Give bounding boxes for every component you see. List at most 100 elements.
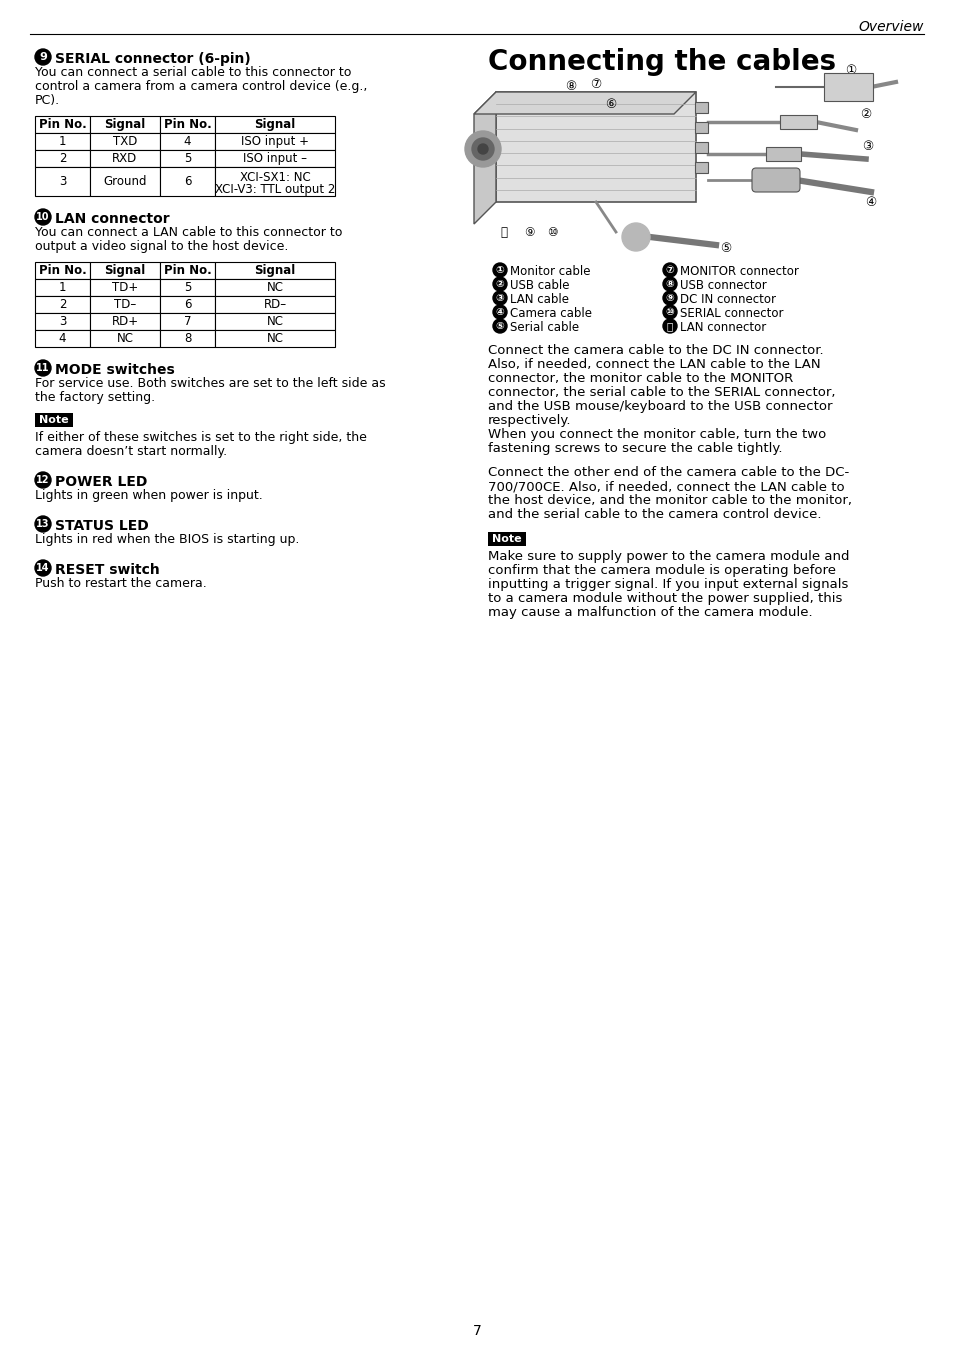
FancyBboxPatch shape [160, 262, 214, 280]
FancyBboxPatch shape [695, 162, 708, 173]
Text: Make sure to supply power to the camera module and: Make sure to supply power to the camera … [488, 550, 848, 563]
Text: Pin No.: Pin No. [38, 118, 87, 131]
Text: Pin No.: Pin No. [164, 263, 212, 277]
Text: control a camera from a camera control device (e.g.,: control a camera from a camera control d… [35, 80, 367, 93]
Text: RXD: RXD [112, 153, 137, 165]
Text: 10: 10 [36, 212, 50, 222]
FancyBboxPatch shape [160, 132, 214, 150]
FancyBboxPatch shape [90, 150, 160, 168]
Text: 13: 13 [36, 519, 50, 530]
Circle shape [662, 277, 677, 290]
Text: 700/700CE. Also, if needed, connect the LAN cable to: 700/700CE. Also, if needed, connect the … [488, 480, 843, 493]
Text: STATUS LED: STATUS LED [55, 519, 149, 534]
Text: TXD: TXD [112, 135, 137, 149]
Text: You can connect a serial cable to this connector to: You can connect a serial cable to this c… [35, 66, 351, 78]
Text: Pin No.: Pin No. [38, 263, 87, 277]
FancyBboxPatch shape [695, 101, 708, 112]
Text: ISO input –: ISO input – [243, 153, 307, 165]
FancyBboxPatch shape [496, 92, 696, 203]
Text: ②: ② [860, 108, 871, 120]
Text: 3: 3 [59, 176, 66, 188]
FancyBboxPatch shape [695, 122, 708, 132]
FancyBboxPatch shape [160, 116, 214, 132]
Text: SERIAL connector (6-pin): SERIAL connector (6-pin) [55, 51, 251, 66]
FancyBboxPatch shape [214, 168, 335, 196]
FancyBboxPatch shape [695, 142, 708, 153]
Text: NC: NC [116, 332, 133, 345]
Text: PC).: PC). [35, 95, 60, 107]
Text: TD+: TD+ [112, 281, 138, 295]
Text: Lights in green when power is input.: Lights in green when power is input. [35, 489, 262, 503]
Text: ⑧: ⑧ [665, 280, 674, 289]
Text: ⑩: ⑩ [546, 226, 557, 239]
Text: Lights in red when the BIOS is starting up.: Lights in red when the BIOS is starting … [35, 534, 299, 546]
FancyBboxPatch shape [823, 73, 872, 101]
Text: ①: ① [496, 265, 504, 276]
Text: TD–: TD– [113, 299, 136, 311]
Text: LAN connector: LAN connector [679, 322, 765, 334]
Text: Signal: Signal [104, 263, 146, 277]
Text: USB connector: USB connector [679, 280, 766, 292]
Text: confirm that the camera module is operating before: confirm that the camera module is operat… [488, 563, 835, 577]
Text: Also, if needed, connect the LAN cable to the LAN: Also, if needed, connect the LAN cable t… [488, 358, 820, 372]
Text: NC: NC [266, 332, 283, 345]
FancyBboxPatch shape [780, 115, 816, 128]
FancyBboxPatch shape [35, 413, 73, 427]
Text: ④: ④ [496, 307, 504, 317]
FancyBboxPatch shape [35, 132, 90, 150]
Text: LAN connector: LAN connector [55, 212, 170, 226]
Text: SERIAL connector: SERIAL connector [679, 307, 782, 320]
Text: 12: 12 [36, 476, 50, 485]
Text: ⑦: ⑦ [665, 265, 674, 276]
Text: connector, the serial cable to the SERIAL connector,: connector, the serial cable to the SERIA… [488, 386, 835, 399]
Text: ③: ③ [862, 139, 873, 153]
FancyBboxPatch shape [35, 330, 90, 347]
Text: For service use. Both switches are set to the left side as: For service use. Both switches are set t… [35, 377, 385, 390]
FancyBboxPatch shape [90, 296, 160, 313]
Circle shape [35, 516, 51, 532]
Circle shape [35, 209, 51, 226]
Text: the factory setting.: the factory setting. [35, 390, 155, 404]
Text: ⑦: ⑦ [590, 77, 601, 91]
Text: Connecting the cables: Connecting the cables [488, 49, 835, 76]
Text: and the serial cable to the camera control device.: and the serial cable to the camera contr… [488, 508, 821, 521]
Text: ①: ① [844, 63, 856, 77]
Text: connector, the monitor cable to the MONITOR: connector, the monitor cable to the MONI… [488, 372, 792, 385]
Text: Monitor cable: Monitor cable [510, 265, 590, 278]
Text: DC IN connector: DC IN connector [679, 293, 775, 305]
Polygon shape [765, 147, 801, 161]
Circle shape [662, 319, 677, 332]
FancyBboxPatch shape [35, 262, 90, 280]
Circle shape [35, 471, 51, 488]
Text: Connect the other end of the camera cable to the DC-: Connect the other end of the camera cabl… [488, 466, 848, 480]
FancyBboxPatch shape [214, 150, 335, 168]
Polygon shape [474, 92, 496, 224]
Text: ⑤: ⑤ [496, 322, 504, 331]
Text: Signal: Signal [254, 118, 295, 131]
FancyBboxPatch shape [160, 296, 214, 313]
FancyBboxPatch shape [35, 296, 90, 313]
Text: Camera cable: Camera cable [510, 307, 592, 320]
Text: 7: 7 [184, 315, 191, 328]
Text: ⑩: ⑩ [665, 307, 674, 317]
Text: 6: 6 [184, 176, 191, 188]
Text: may cause a malfunction of the camera module.: may cause a malfunction of the camera mo… [488, 607, 812, 619]
Circle shape [493, 290, 506, 305]
Text: the host device, and the monitor cable to the monitor,: the host device, and the monitor cable t… [488, 494, 851, 507]
Text: You can connect a LAN cable to this connector to: You can connect a LAN cable to this conn… [35, 226, 342, 239]
Text: output a video signal to the host device.: output a video signal to the host device… [35, 240, 288, 253]
FancyBboxPatch shape [214, 313, 335, 330]
Text: Connect the camera cable to the DC IN connector.: Connect the camera cable to the DC IN co… [488, 345, 822, 357]
Text: ⑧: ⑧ [565, 81, 576, 93]
Text: If either of these switches is set to the right side, the: If either of these switches is set to th… [35, 431, 367, 444]
Circle shape [464, 131, 500, 168]
Text: ⑤: ⑤ [720, 242, 731, 255]
FancyBboxPatch shape [90, 132, 160, 150]
Circle shape [493, 319, 506, 332]
FancyBboxPatch shape [214, 330, 335, 347]
Text: ⑥: ⑥ [605, 97, 616, 111]
Text: ⓙ: ⓙ [666, 322, 673, 331]
Circle shape [472, 138, 494, 159]
FancyBboxPatch shape [214, 116, 335, 132]
FancyBboxPatch shape [35, 280, 90, 296]
